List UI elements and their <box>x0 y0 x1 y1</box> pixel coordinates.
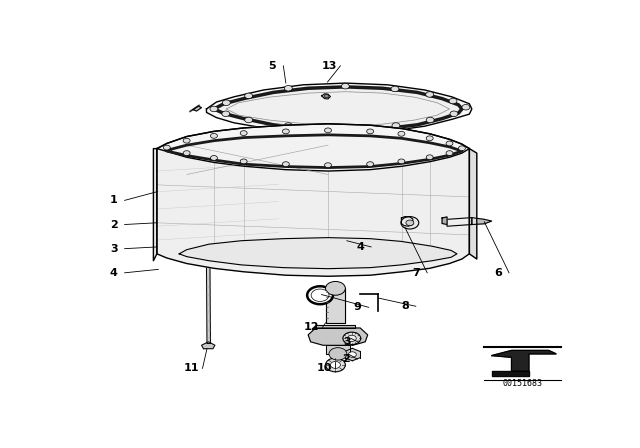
Polygon shape <box>469 149 477 259</box>
Polygon shape <box>202 342 215 349</box>
Circle shape <box>284 86 292 91</box>
Text: 13: 13 <box>322 61 337 71</box>
Text: 4: 4 <box>110 268 118 278</box>
Circle shape <box>324 95 329 98</box>
Polygon shape <box>352 349 360 354</box>
Polygon shape <box>472 218 492 224</box>
Circle shape <box>341 83 349 89</box>
Polygon shape <box>401 216 413 226</box>
Polygon shape <box>447 218 472 226</box>
Circle shape <box>163 145 170 150</box>
Circle shape <box>282 162 289 167</box>
Circle shape <box>330 362 340 368</box>
Polygon shape <box>157 124 469 276</box>
Text: 9: 9 <box>354 302 362 312</box>
Polygon shape <box>308 328 368 345</box>
Polygon shape <box>207 83 472 133</box>
Polygon shape <box>344 354 352 361</box>
Circle shape <box>307 286 333 304</box>
Circle shape <box>240 131 247 135</box>
Circle shape <box>398 159 405 164</box>
Polygon shape <box>326 289 346 323</box>
Circle shape <box>391 86 399 92</box>
Polygon shape <box>492 371 529 375</box>
Circle shape <box>211 134 218 138</box>
Polygon shape <box>167 135 462 168</box>
Circle shape <box>406 220 414 225</box>
Polygon shape <box>352 352 360 358</box>
Circle shape <box>458 146 465 151</box>
Circle shape <box>284 123 292 128</box>
Circle shape <box>326 281 346 295</box>
Circle shape <box>240 159 247 164</box>
Circle shape <box>183 138 190 143</box>
Text: 10: 10 <box>317 363 332 373</box>
Circle shape <box>244 117 253 123</box>
Circle shape <box>341 125 349 131</box>
Text: 2: 2 <box>342 354 350 364</box>
Circle shape <box>210 106 218 112</box>
Text: 00151683: 00151683 <box>502 379 543 388</box>
Circle shape <box>446 151 453 155</box>
Circle shape <box>326 358 346 372</box>
Polygon shape <box>344 349 352 354</box>
Circle shape <box>426 155 433 159</box>
Circle shape <box>183 151 190 155</box>
Circle shape <box>324 128 332 133</box>
Polygon shape <box>214 87 462 130</box>
Text: 3: 3 <box>343 337 351 347</box>
Circle shape <box>462 104 470 110</box>
Polygon shape <box>352 354 360 361</box>
Polygon shape <box>321 94 330 99</box>
Circle shape <box>426 136 433 141</box>
Circle shape <box>244 93 253 99</box>
Polygon shape <box>344 352 352 358</box>
Text: 7: 7 <box>412 268 420 278</box>
Circle shape <box>282 129 289 134</box>
Text: 2: 2 <box>110 220 118 229</box>
Polygon shape <box>326 345 350 354</box>
Polygon shape <box>179 237 457 269</box>
Circle shape <box>392 123 400 128</box>
Circle shape <box>348 352 356 358</box>
Polygon shape <box>203 263 213 266</box>
Polygon shape <box>193 106 202 111</box>
Circle shape <box>446 141 453 146</box>
Circle shape <box>211 155 218 160</box>
Text: 4: 4 <box>356 242 364 252</box>
Circle shape <box>401 216 419 229</box>
Text: 5: 5 <box>269 61 276 71</box>
Circle shape <box>222 111 230 116</box>
Circle shape <box>329 348 347 360</box>
Circle shape <box>426 92 434 97</box>
Circle shape <box>367 129 374 134</box>
Polygon shape <box>157 124 469 171</box>
Text: 12: 12 <box>304 322 319 332</box>
Polygon shape <box>316 324 355 328</box>
Circle shape <box>426 117 434 123</box>
Text: 11: 11 <box>184 363 199 373</box>
Text: 8: 8 <box>401 301 409 311</box>
Polygon shape <box>207 266 211 344</box>
Polygon shape <box>154 149 157 261</box>
Circle shape <box>367 162 374 167</box>
Circle shape <box>311 289 329 302</box>
Text: 6: 6 <box>494 268 502 278</box>
Circle shape <box>449 98 457 104</box>
Circle shape <box>222 100 230 106</box>
Circle shape <box>324 163 332 168</box>
Circle shape <box>450 111 458 116</box>
Text: 3: 3 <box>110 244 118 254</box>
Circle shape <box>398 131 405 136</box>
Circle shape <box>348 335 356 341</box>
Text: 1: 1 <box>110 195 118 205</box>
Polygon shape <box>442 217 447 224</box>
Polygon shape <box>492 350 556 371</box>
Circle shape <box>343 332 361 345</box>
